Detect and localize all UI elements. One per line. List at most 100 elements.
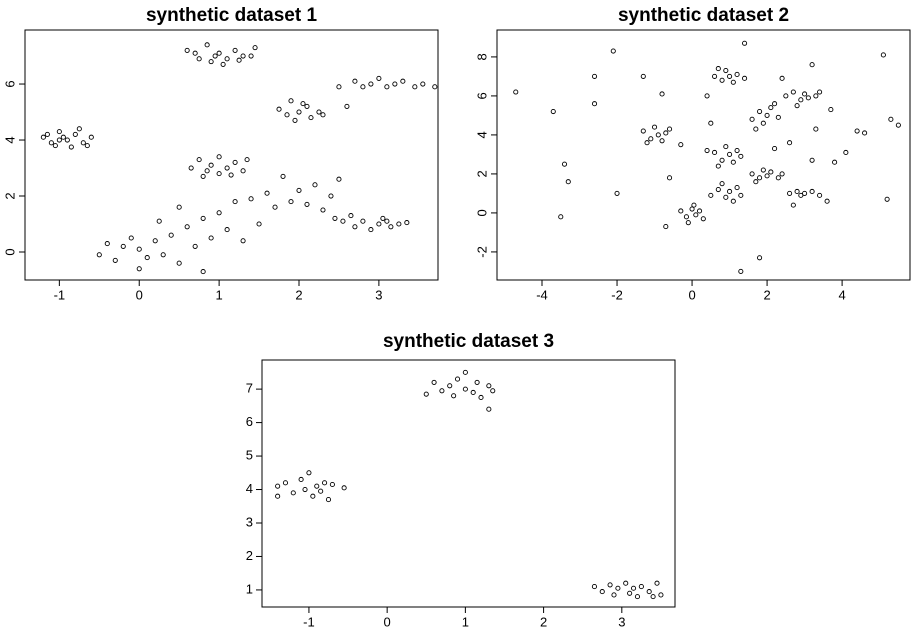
point (615, 585, 621, 591)
point (320, 112, 326, 118)
point (630, 585, 637, 591)
point (341, 485, 347, 491)
point (336, 84, 342, 90)
point (685, 220, 691, 226)
point (768, 105, 774, 111)
point (168, 232, 174, 238)
point (689, 206, 695, 212)
point (292, 117, 298, 123)
point (764, 112, 770, 118)
point (775, 175, 781, 181)
x-tick-label: 2 (540, 614, 547, 628)
point (176, 260, 182, 266)
point (655, 132, 661, 138)
y-tick-label: 7 (246, 381, 253, 396)
point (627, 590, 633, 596)
point (328, 193, 334, 199)
point (176, 204, 182, 210)
point (813, 126, 819, 132)
point (316, 109, 322, 115)
point (644, 140, 650, 146)
point (204, 168, 210, 174)
point (184, 47, 190, 53)
point (136, 246, 142, 252)
point (275, 483, 281, 489)
point (783, 93, 789, 99)
point (64, 137, 70, 143)
x-tick-label: -2 (611, 287, 623, 302)
point (152, 238, 158, 244)
y-tick-label: 5 (246, 447, 253, 462)
point (760, 120, 766, 126)
point (798, 97, 804, 103)
point (650, 594, 656, 600)
point (128, 235, 134, 241)
point (663, 224, 669, 230)
point (738, 153, 744, 159)
point (895, 122, 901, 128)
point (392, 81, 398, 87)
point (325, 497, 332, 503)
point (805, 95, 811, 101)
x-tick-label: 3 (375, 287, 382, 302)
y-tick-label: 6 (2, 80, 17, 87)
y-tick-label: 4 (246, 481, 253, 496)
point (304, 103, 310, 109)
point (753, 126, 759, 132)
point (276, 106, 282, 112)
x-tick-label: 1 (216, 287, 223, 302)
point (708, 120, 714, 126)
point (412, 84, 418, 90)
point (862, 130, 868, 136)
point (228, 172, 234, 178)
point (84, 143, 90, 149)
point (272, 204, 278, 210)
point (490, 388, 496, 394)
point (312, 182, 318, 188)
point (623, 580, 629, 586)
point (787, 190, 793, 196)
plot-frame (24, 29, 439, 281)
point (232, 159, 238, 165)
point (640, 73, 646, 79)
point (212, 53, 218, 59)
point (306, 470, 312, 476)
point (802, 91, 808, 97)
point (719, 157, 725, 163)
point (884, 196, 890, 202)
y-tick-label: -2 (474, 246, 489, 258)
point (700, 216, 706, 222)
point (48, 140, 54, 146)
point (252, 45, 258, 51)
point (322, 480, 328, 486)
point (300, 101, 306, 107)
point (478, 394, 484, 401)
point (772, 101, 778, 107)
point (727, 151, 733, 157)
x-tick-label: 0 (384, 614, 391, 628)
point (368, 81, 374, 87)
point (447, 383, 453, 389)
point (712, 73, 718, 79)
point (734, 71, 740, 78)
point (790, 202, 796, 208)
y-tick-label: 4 (474, 131, 489, 138)
point (708, 192, 714, 198)
point (340, 218, 346, 224)
point (462, 386, 468, 392)
point (431, 379, 437, 385)
point (659, 91, 665, 97)
point (734, 147, 740, 154)
point (719, 77, 725, 83)
point (72, 131, 78, 137)
point (240, 168, 246, 174)
point (824, 198, 830, 204)
y-tick-label: 8 (474, 53, 489, 60)
point (832, 159, 838, 165)
point (376, 221, 382, 227)
point (52, 143, 58, 149)
point (284, 112, 290, 118)
point (772, 146, 778, 152)
y-tick-label: 0 (474, 209, 489, 216)
